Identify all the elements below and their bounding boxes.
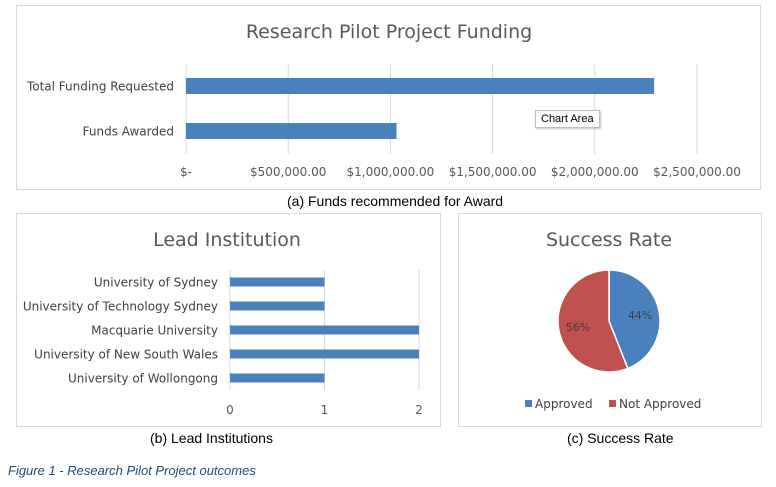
lead-tick-label: 1 bbox=[321, 403, 329, 417]
lead-category-label: Macquarie University bbox=[91, 324, 218, 338]
lead-bar bbox=[230, 325, 419, 335]
lead-tick-label: 0 bbox=[226, 403, 234, 417]
lead-category-label: University of Technology Sydney bbox=[23, 300, 218, 314]
chart-area-tooltip: Chart Area bbox=[535, 110, 600, 128]
lead-tick-label: 2 bbox=[415, 403, 423, 417]
lead-category-label: University of Wollongong bbox=[68, 372, 218, 386]
caption-c: (c) Success Rate bbox=[567, 430, 674, 446]
figure-caption: Figure 1 - Research Pilot Project outcom… bbox=[8, 463, 256, 478]
legend-swatch bbox=[525, 400, 532, 407]
funding-chart: Research Pilot Project Funding Total Fun… bbox=[26, 21, 741, 179]
funding-tick-label: $2,500,000.00 bbox=[653, 165, 741, 179]
lead-category-label: University of New South Wales bbox=[34, 348, 218, 362]
legend-swatch bbox=[609, 400, 616, 407]
funding-category-label: Funds Awarded bbox=[83, 125, 174, 139]
funding-bar bbox=[186, 123, 397, 139]
caption-b: (b) Lead Institutions bbox=[150, 430, 273, 446]
pie-slice bbox=[608, 269, 661, 370]
legend-label: Approved bbox=[535, 397, 593, 411]
pie-slice bbox=[557, 269, 629, 373]
lead-bar bbox=[230, 349, 419, 359]
funding-bar bbox=[186, 78, 655, 94]
lead-bar bbox=[230, 277, 325, 287]
lead-bar bbox=[230, 373, 325, 383]
success-rate-chart: Success Rate 44% 56% Approved Not Approved bbox=[525, 229, 701, 411]
funding-category-label: Total Funding Requested bbox=[26, 80, 174, 94]
funding-tick-label: $2,000,000.00 bbox=[551, 165, 639, 179]
caption-a: (a) Funds recommended for Award bbox=[287, 193, 504, 209]
lead-bar bbox=[230, 301, 325, 311]
success-rate-panel[interactable]: Success Rate 44% 56% Approved Not Approved bbox=[458, 213, 762, 427]
funding-tick-label: $1,500,000.00 bbox=[449, 165, 537, 179]
funding-tick-label: $- bbox=[180, 165, 192, 179]
pie-data-label: 56% bbox=[566, 321, 590, 334]
funding-tick-label: $1,000,000.00 bbox=[347, 165, 435, 179]
lead-institution-panel[interactable]: Lead Institution University of Sydney Uni… bbox=[16, 213, 441, 427]
lead-category-label: University of Sydney bbox=[94, 276, 218, 290]
success-rate-title: Success Rate bbox=[546, 229, 672, 251]
pie-data-label: 44% bbox=[628, 309, 652, 322]
funding-tick-label: $500,000.00 bbox=[250, 165, 326, 179]
legend-label: Not Approved bbox=[619, 397, 701, 411]
lead-institution-title: Lead Institution bbox=[153, 229, 301, 251]
lead-institution-chart: Lead Institution University of Sydney Uni… bbox=[23, 229, 423, 417]
funding-chart-panel[interactable]: Research Pilot Project Funding Total Fun… bbox=[16, 5, 761, 190]
funding-chart-title: Research Pilot Project Funding bbox=[246, 21, 532, 43]
